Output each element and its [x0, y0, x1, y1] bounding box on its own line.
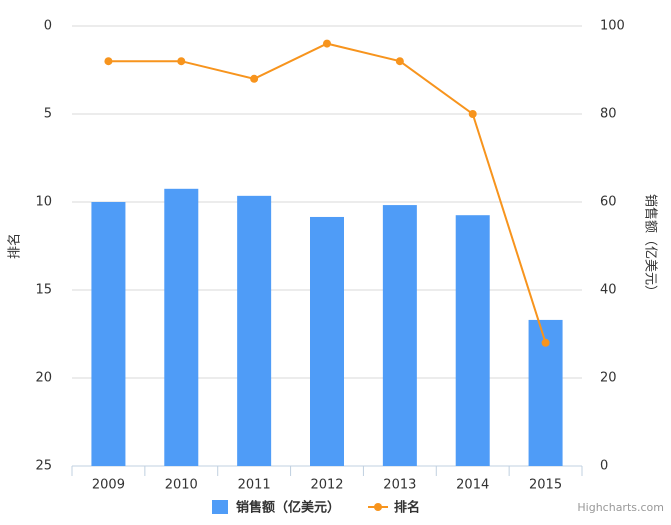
legend-label[interactable]: 销售额（亿美元） — [236, 500, 340, 516]
x-tick-label: 2013 — [383, 478, 416, 493]
bar — [237, 195, 272, 466]
y2-tick-label: 20 — [600, 371, 617, 386]
legend-swatch — [374, 503, 383, 511]
y2-tick-label: 100 — [600, 19, 625, 34]
x-tick-label: 2010 — [165, 478, 198, 493]
y2-tick-label: 80 — [600, 107, 617, 122]
point — [468, 110, 477, 118]
y-tick-label: 15 — [35, 283, 52, 298]
credits: Highcharts.com — [577, 501, 664, 514]
point — [323, 39, 331, 48]
bar — [382, 205, 417, 466]
point — [250, 74, 259, 83]
point — [104, 57, 113, 66]
y-axis-title: 排名 — [7, 233, 23, 259]
y-tick-label: 10 — [35, 195, 52, 210]
y-tick-label: 0 — [44, 19, 52, 34]
legend-label[interactable]: 排名 — [394, 500, 420, 516]
y-tick-label: 20 — [35, 371, 52, 386]
x-tick-label: 2009 — [92, 478, 125, 493]
y2-axis-title: 销售额（亿美元） — [643, 194, 659, 298]
x-tick-label: 2011 — [238, 478, 271, 493]
bar — [455, 215, 490, 466]
legend-swatch — [212, 500, 228, 514]
bar — [91, 202, 126, 466]
x-tick-label: 2015 — [529, 478, 562, 493]
bar — [310, 216, 344, 466]
y-tick-label: 25 — [35, 459, 52, 474]
point — [395, 57, 404, 66]
x-tick-label: 2012 — [310, 478, 343, 493]
x-tick-label: 2014 — [456, 478, 489, 493]
bar — [164, 188, 199, 467]
y2-tick-label: 0 — [600, 459, 608, 474]
point — [541, 338, 550, 347]
y-tick-label: 5 — [44, 107, 52, 122]
point — [177, 57, 186, 66]
y2-tick-label: 60 — [600, 195, 617, 210]
y2-tick-label: 40 — [600, 283, 617, 298]
